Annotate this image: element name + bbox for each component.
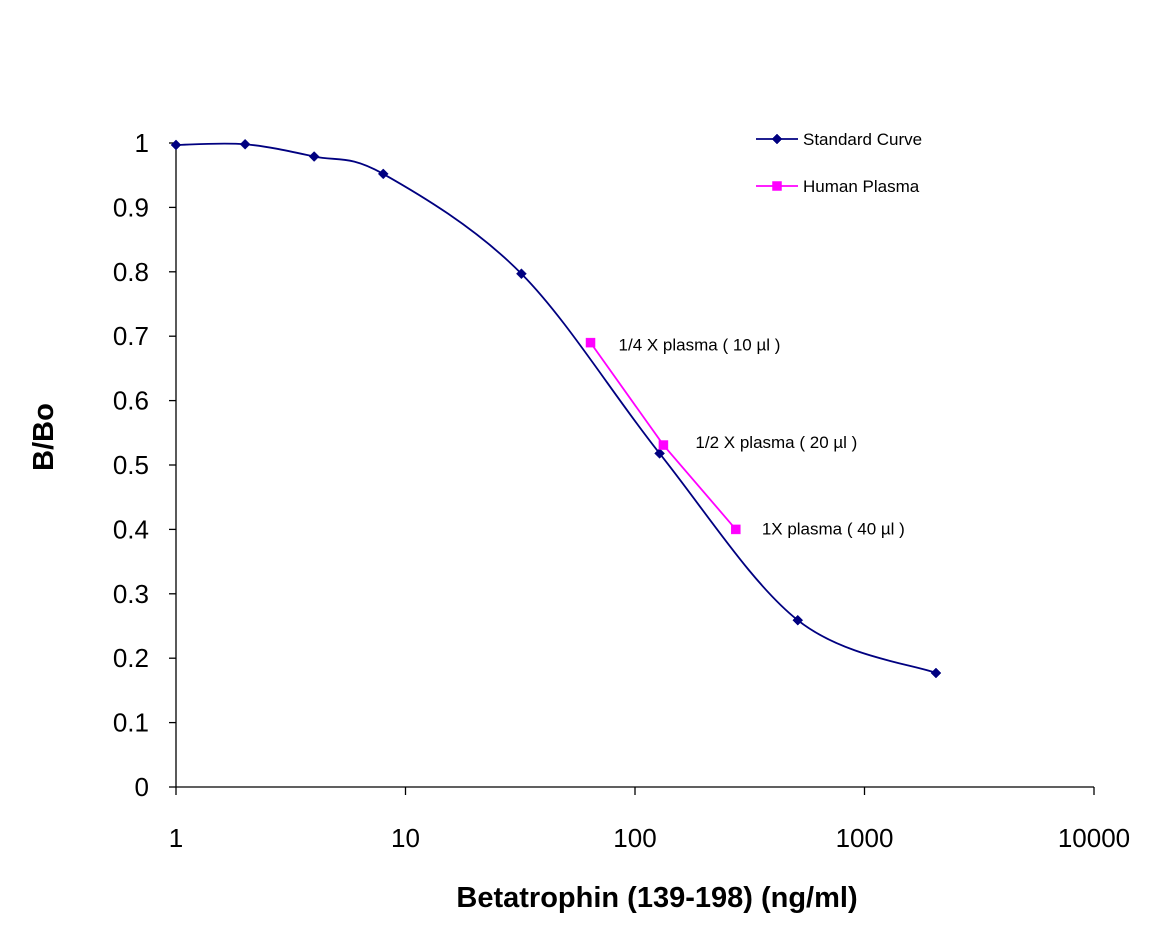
data-point — [930, 667, 942, 679]
annotation-label: 1X plasma ( 40 µl ) — [762, 519, 905, 538]
annotations: 1/4 X plasma ( 10 µl ) 1/2 X plasma ( 20 … — [619, 336, 905, 539]
series — [170, 138, 942, 679]
y-tick-label: 0 — [135, 772, 149, 802]
data-point — [792, 614, 804, 626]
legend-label: Human Plasma — [803, 177, 920, 196]
legend-marker — [771, 133, 783, 145]
legend-marker — [772, 181, 782, 191]
data-point — [239, 138, 251, 150]
legend-item: Standard Curve — [756, 130, 922, 149]
x-axis-title: Betatrophin (139-198) (ng/ml) — [456, 882, 857, 914]
y-tick-label: 1 — [135, 128, 149, 158]
y-tick-label: 0.5 — [113, 450, 149, 480]
y-tick-label: 0.4 — [113, 514, 149, 544]
data-point — [731, 524, 741, 535]
y-axis-title: B/Bo — [28, 403, 60, 471]
x-tick-label: 100 — [613, 823, 656, 853]
x-tick-label: 1000 — [836, 823, 894, 853]
data-point — [308, 151, 320, 162]
y-tick-label: 0.9 — [113, 192, 149, 222]
x-tick-label: 10 — [391, 823, 420, 853]
x-tick-label: 1 — [169, 823, 183, 853]
y-tick-label: 0.1 — [113, 708, 149, 738]
legend-item: Human Plasma — [756, 177, 920, 196]
data-point — [658, 440, 669, 450]
ticks: 0 0.1 0.2 0.3 0.4 0.5 0.6 0.7 0.8 0.9 1 1 10 100 1000 1… — [113, 128, 1130, 853]
legend-label: Standard Curve — [803, 130, 922, 149]
series-human-plasma — [585, 337, 741, 535]
data-point — [170, 139, 182, 151]
y-tick-label: 0.7 — [113, 321, 149, 351]
y-tick-label: 0.3 — [113, 579, 149, 609]
annotation-label: 1/4 X plasma ( 10 µl ) — [619, 336, 781, 355]
data-point — [585, 337, 596, 348]
data-point — [377, 168, 389, 180]
annotation-label: 1/2 X plasma ( 20 µl ) — [695, 433, 857, 452]
series-standard-curve — [170, 138, 942, 679]
data-point — [516, 268, 527, 280]
y-tick-label: 0.6 — [113, 386, 149, 416]
legend: Standard Curve Human Plasma — [756, 130, 922, 196]
x-tick-label: 10000 — [1058, 823, 1130, 853]
data-point — [654, 448, 665, 459]
y-tick-label: 0.2 — [113, 643, 149, 673]
y-tick-label: 0.8 — [113, 257, 149, 287]
